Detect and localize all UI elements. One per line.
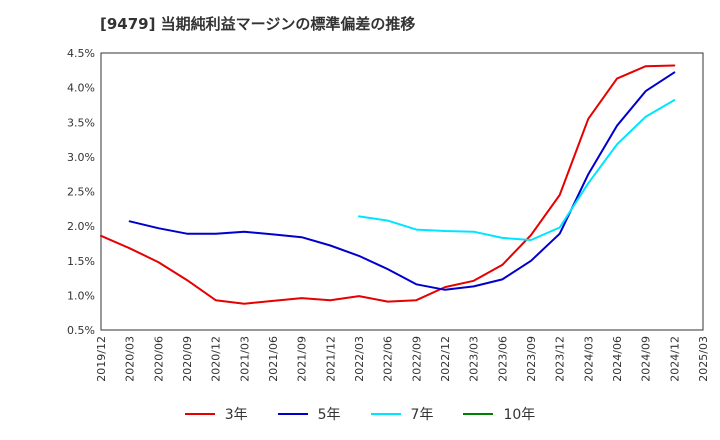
x-tick-label: 2023/06	[496, 336, 509, 382]
x-tick-label: 2024/12	[668, 336, 681, 382]
axes	[100, 52, 704, 331]
legend-swatch	[370, 413, 401, 415]
y-tick-label: 3.0%	[67, 151, 95, 164]
chart-title: [9479] 当期純利益マージンの標準偏差の推移	[100, 15, 416, 33]
y-tick-label: 0.5%	[67, 324, 95, 337]
x-tick-label: 2021/03	[238, 336, 251, 382]
series-line	[100, 64, 676, 305]
legend-label: 3年	[224, 407, 248, 423]
series-line	[358, 99, 676, 241]
tick-labels: 0.5% 1.0% 1.5% 2.0% 2.5% 3.0% 3.5% 4.0% 4.5% 2019…	[67, 47, 710, 382]
x-tick-label: 2024/09	[640, 336, 653, 382]
y-tick-label: 2.0%	[67, 220, 95, 233]
legend-label: 5年	[317, 407, 341, 423]
series-line	[128, 71, 676, 291]
y-tick-label: 1.5%	[67, 255, 95, 268]
line-chart: 0.5% 1.0% 1.5% 2.0% 2.5% 3.0% 3.5% 4.0% 4.5% 2019…	[67, 47, 710, 382]
legend-item: 3年	[184, 404, 248, 424]
x-tick-label: 2024/03	[582, 336, 595, 382]
legend-swatch	[463, 413, 494, 415]
y-tick-label: 4.0%	[67, 82, 95, 95]
x-tick-label: 2022/09	[410, 336, 423, 382]
y-tick-label: 3.5%	[67, 116, 95, 129]
x-tick-label: 2020/06	[152, 336, 165, 382]
legend-swatch	[277, 413, 308, 415]
x-tick-label: 2022/06	[382, 336, 395, 382]
legend-item: 5年	[277, 404, 341, 424]
x-tick-label: 2021/12	[324, 336, 337, 382]
x-tick-label: 2023/03	[468, 336, 481, 382]
y-tick-label: 4.5%	[67, 47, 95, 60]
x-tick-label: 2021/06	[267, 336, 280, 382]
legend: 3年 5年 7年 10年	[0, 404, 720, 424]
x-tick-label: 2020/12	[210, 336, 223, 382]
series-lines	[100, 64, 676, 305]
plot-area	[100, 52, 704, 331]
legend-label: 7年	[410, 407, 434, 423]
legend-label: 10年	[503, 407, 536, 423]
legend-item: 7年	[370, 404, 434, 424]
x-tick-label: 2021/09	[296, 336, 309, 382]
x-tick-label: 2024/06	[611, 336, 624, 382]
x-tick-label: 2023/12	[554, 336, 567, 382]
legend-swatch	[184, 413, 215, 415]
x-tick-label: 2019/12	[95, 336, 108, 382]
x-tick-label: 2020/09	[181, 336, 194, 382]
y-tick-label: 2.5%	[67, 186, 95, 199]
x-tick-label: 2023/09	[525, 336, 538, 382]
legend-item: 10年	[463, 404, 535, 424]
x-tick-label: 2025/03	[697, 336, 710, 382]
x-tick-label: 2020/03	[124, 336, 137, 382]
x-tick-label: 2022/12	[439, 336, 452, 382]
y-tick-label: 1.0%	[67, 289, 95, 302]
x-tick-label: 2022/03	[353, 336, 366, 382]
